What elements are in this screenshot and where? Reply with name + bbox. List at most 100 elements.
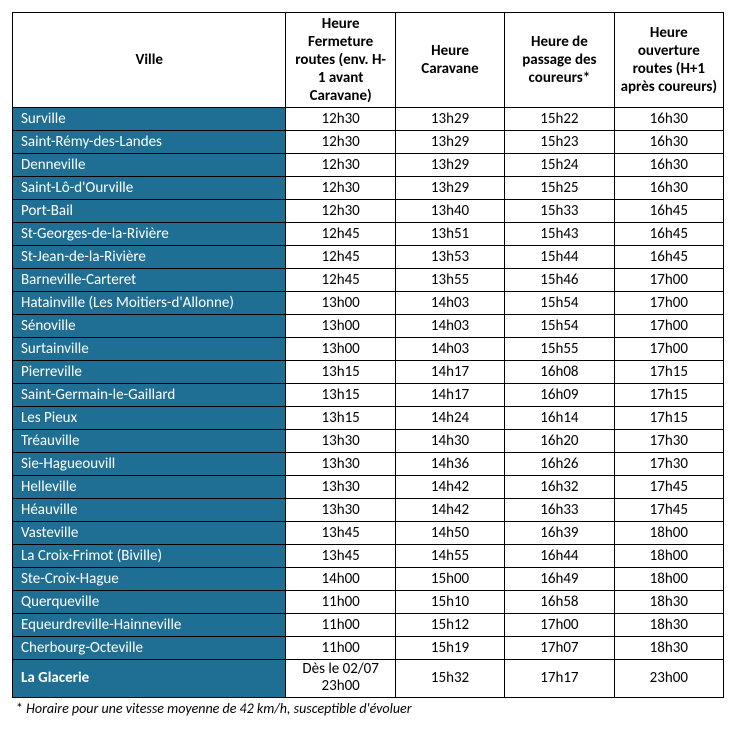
value-cell: 13h00 <box>286 315 395 338</box>
col-header-caravane: Heure Caravane <box>395 13 504 108</box>
city-cell: Querqueville <box>13 591 286 614</box>
city-cell: Hatainville (Les Moitiers-d'Allonne) <box>13 292 286 315</box>
city-cell: Les Pieux <box>13 407 286 430</box>
table-row: La GlacerieDès le 02/07 23h0015h3217h172… <box>13 660 724 698</box>
value-cell: 15h44 <box>505 246 614 269</box>
value-cell: 15h22 <box>505 108 614 131</box>
city-cell: Surville <box>13 108 286 131</box>
value-cell: 14h30 <box>395 430 504 453</box>
value-cell: 13h30 <box>286 453 395 476</box>
table-row: Vasteville13h4514h5016h3918h00 <box>13 522 724 545</box>
value-cell: 14h03 <box>395 292 504 315</box>
value-cell: 11h00 <box>286 591 395 614</box>
value-cell: 13h30 <box>286 430 395 453</box>
value-cell: 15h12 <box>395 614 504 637</box>
value-cell: 17h00 <box>505 614 614 637</box>
value-cell: 14h50 <box>395 522 504 545</box>
value-cell: 11h00 <box>286 637 395 660</box>
city-cell: Sie-Hagueouvill <box>13 453 286 476</box>
value-cell: 13h15 <box>286 384 395 407</box>
value-cell: 14h24 <box>395 407 504 430</box>
value-cell: 14h17 <box>395 361 504 384</box>
col-header-fermeture: Heure Fermeture routes (env. H-1 avant C… <box>286 13 395 108</box>
city-cell: Vasteville <box>13 522 286 545</box>
table-row: Denneville12h3013h2915h2416h30 <box>13 154 724 177</box>
table-row: Saint-Rémy-des-Landes12h3013h2915h2316h3… <box>13 131 724 154</box>
table-row: Barneville-Carteret12h4513h5515h4617h00 <box>13 269 724 292</box>
table-row: Les Pieux13h1514h2416h1417h15 <box>13 407 724 430</box>
table-row: St-Jean-de-la-Rivière12h4513h5315h4416h4… <box>13 246 724 269</box>
value-cell: 13h53 <box>395 246 504 269</box>
value-cell: Dès le 02/07 23h00 <box>286 660 395 698</box>
value-cell: 12h30 <box>286 131 395 154</box>
value-cell: 17h17 <box>505 660 614 698</box>
city-cell: La Glacerie <box>13 660 286 698</box>
city-cell: Denneville <box>13 154 286 177</box>
value-cell: 16h32 <box>505 476 614 499</box>
table-row: Surville12h3013h2915h2216h30 <box>13 108 724 131</box>
value-cell: 15h00 <box>395 568 504 591</box>
city-cell: Saint-Rémy-des-Landes <box>13 131 286 154</box>
value-cell: 16h45 <box>614 223 723 246</box>
city-cell: Cherbourg-Octeville <box>13 637 286 660</box>
value-cell: 17h15 <box>614 384 723 407</box>
value-cell: 18h00 <box>614 545 723 568</box>
value-cell: 13h00 <box>286 292 395 315</box>
value-cell: 15h19 <box>395 637 504 660</box>
value-cell: 13h15 <box>286 407 395 430</box>
value-cell: 13h30 <box>286 476 395 499</box>
value-cell: 16h14 <box>505 407 614 430</box>
value-cell: 16h44 <box>505 545 614 568</box>
value-cell: 17h45 <box>614 476 723 499</box>
table-row: Tréauville13h3014h3016h2017h30 <box>13 430 724 453</box>
table-body: Surville12h3013h2915h2216h30Saint-Rémy-d… <box>13 108 724 698</box>
value-cell: 18h30 <box>614 637 723 660</box>
table-row: Saint-Germain-le-Gaillard13h1514h1716h09… <box>13 384 724 407</box>
value-cell: 17h00 <box>614 269 723 292</box>
value-cell: 16h30 <box>614 131 723 154</box>
value-cell: 23h00 <box>614 660 723 698</box>
value-cell: 14h17 <box>395 384 504 407</box>
col-header-ville: Ville <box>13 13 286 108</box>
value-cell: 15h55 <box>505 338 614 361</box>
city-cell: Ste-Croix-Hague <box>13 568 286 591</box>
value-cell: 15h24 <box>505 154 614 177</box>
value-cell: 12h45 <box>286 223 395 246</box>
city-cell: Saint-Lô-d'Ourville <box>13 177 286 200</box>
value-cell: 16h33 <box>505 499 614 522</box>
value-cell: 12h45 <box>286 246 395 269</box>
table-row: Helleville13h3014h4216h3217h45 <box>13 476 724 499</box>
footnote-marker: * <box>16 700 23 717</box>
value-cell: 14h42 <box>395 476 504 499</box>
value-cell: 16h45 <box>614 200 723 223</box>
value-cell: 16h45 <box>614 246 723 269</box>
value-cell: 13h45 <box>286 522 395 545</box>
value-cell: 16h08 <box>505 361 614 384</box>
city-cell: Tréauville <box>13 430 286 453</box>
city-cell: Port-Bail <box>13 200 286 223</box>
city-cell: La Croix-Frimot (Biville) <box>13 545 286 568</box>
value-cell: 16h30 <box>614 108 723 131</box>
value-cell: 16h20 <box>505 430 614 453</box>
value-cell: 15h33 <box>505 200 614 223</box>
header-row: Ville Heure Fermeture routes (env. H-1 a… <box>13 13 724 108</box>
table-row: Ste-Croix-Hague14h0015h0016h4918h00 <box>13 568 724 591</box>
value-cell: 15h23 <box>505 131 614 154</box>
value-cell: 14h55 <box>395 545 504 568</box>
city-cell: Helleville <box>13 476 286 499</box>
value-cell: 15h43 <box>505 223 614 246</box>
table-row: Saint-Lô-d'Ourville12h3013h2915h2516h30 <box>13 177 724 200</box>
city-cell: Surtainville <box>13 338 286 361</box>
value-cell: 15h46 <box>505 269 614 292</box>
value-cell: 14h03 <box>395 315 504 338</box>
table-row: Hatainville (Les Moitiers-d'Allonne)13h0… <box>13 292 724 315</box>
value-cell: 15h54 <box>505 315 614 338</box>
value-cell: 18h30 <box>614 591 723 614</box>
value-cell: 12h30 <box>286 200 395 223</box>
value-cell: 17h00 <box>614 315 723 338</box>
value-cell: 14h36 <box>395 453 504 476</box>
table-row: Port-Bail12h3013h4015h3316h45 <box>13 200 724 223</box>
table-row: Sénoville13h0014h0315h5417h00 <box>13 315 724 338</box>
value-cell: 16h58 <box>505 591 614 614</box>
value-cell: 13h45 <box>286 545 395 568</box>
